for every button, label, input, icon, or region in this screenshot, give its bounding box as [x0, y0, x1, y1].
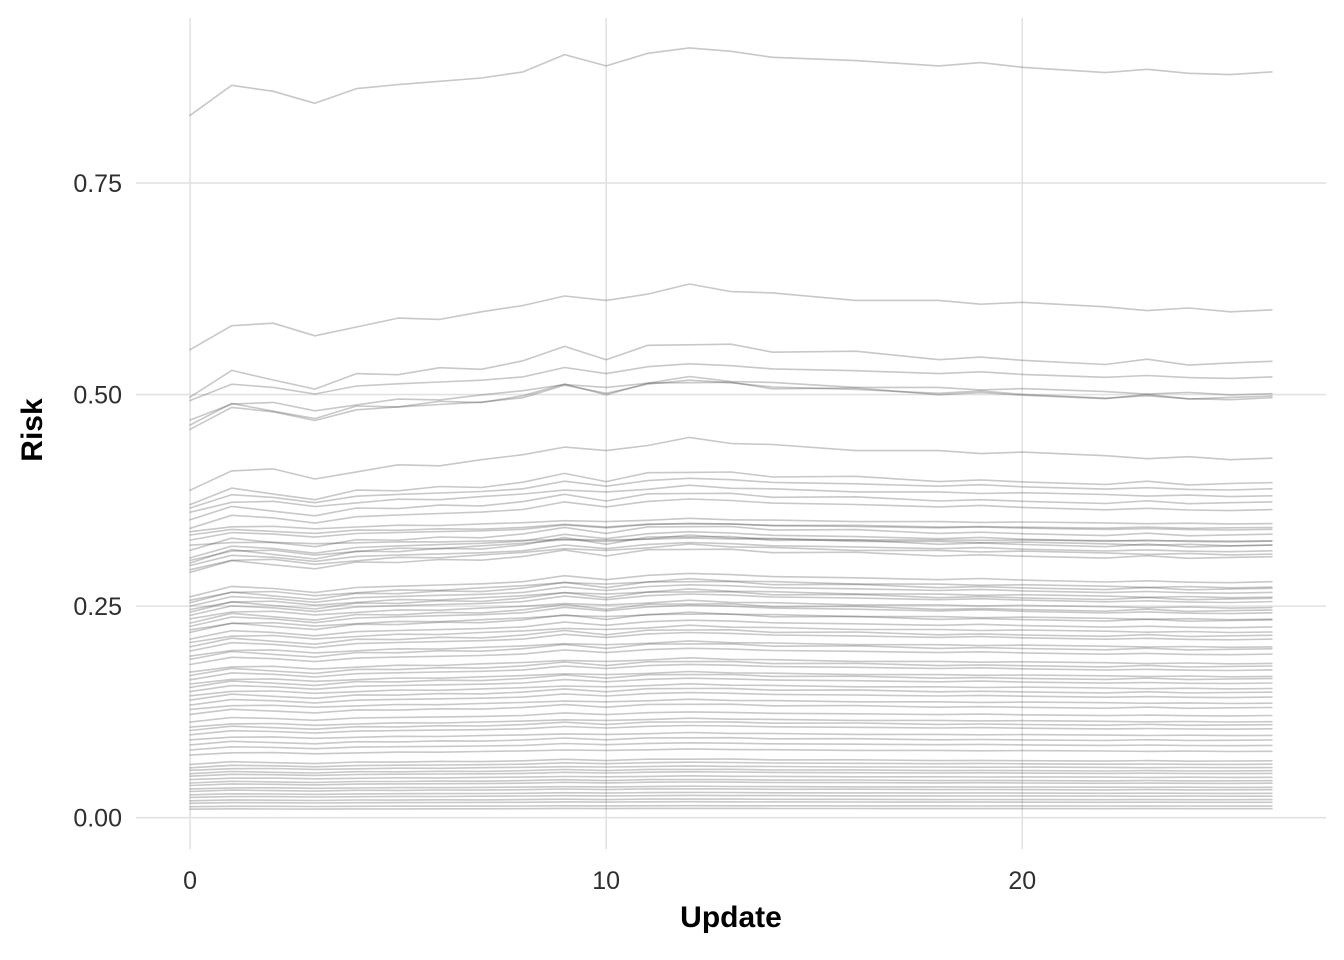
x-tick-label: 0	[183, 867, 197, 895]
risk-trajectory-line	[189, 379, 1273, 431]
y-axis-title: Risk	[16, 398, 49, 462]
x-axis-title: Update	[680, 901, 782, 934]
risk-trajectory-line	[189, 640, 1273, 657]
risk-trajectory-line	[189, 778, 1273, 784]
risk-trajectory-line	[189, 774, 1273, 781]
risk-trajectory-line	[189, 677, 1273, 693]
risk-trajectory-line	[189, 548, 1273, 574]
risk-trajectory-line	[189, 703, 1273, 716]
risk-trajectory-line	[189, 577, 1273, 602]
risk-trajectory-line	[189, 583, 1273, 607]
risk-trajectory-line	[189, 758, 1273, 766]
risk-trajectory-line	[189, 613, 1273, 634]
risk-trajectory-line	[189, 663, 1273, 681]
risk-trajectory-line	[189, 800, 1273, 805]
risk-trajectory-line	[189, 717, 1273, 728]
risk-trajectory-line	[189, 765, 1273, 772]
risk-trajectory-line	[189, 537, 1273, 547]
risk-trajectory-line	[189, 477, 1273, 509]
y-tick-label: 0.50	[73, 382, 122, 410]
risk-trajectory-line	[189, 517, 1273, 533]
risk-trajectory-line	[189, 619, 1273, 640]
risk-trajectory-line	[189, 572, 1273, 598]
risk-trajectory-line	[189, 543, 1273, 571]
risk-trajectory-line	[189, 642, 1273, 661]
risk-trajectory-line	[189, 47, 1273, 117]
risk-trajectory-line	[189, 731, 1273, 741]
risk-trajectory-line	[189, 624, 1273, 644]
risk-trajectory-line	[189, 807, 1273, 811]
risk-trajectory-line	[189, 599, 1273, 620]
risk-trajectory-line	[189, 588, 1273, 611]
risk-trajectory-line	[189, 523, 1273, 536]
risk-trajectory-line	[189, 768, 1273, 775]
risk-trajectory-line	[189, 611, 1273, 631]
risk-trajectory-line	[189, 682, 1273, 697]
risk-trajectory-line	[189, 362, 1273, 402]
risk-trajectory-line	[189, 788, 1273, 793]
risk-trajectory-line	[189, 794, 1273, 799]
y-tick-label: 0.25	[73, 593, 122, 621]
risk-trajectory-line	[189, 530, 1273, 559]
risk-trajectory-line	[189, 381, 1273, 426]
risk-trajectory-line	[189, 283, 1273, 351]
risk-trajectory-line	[189, 656, 1273, 673]
risk-trajectory-line	[189, 628, 1273, 648]
risk-trajectory-line	[189, 492, 1273, 521]
risk-trajectory-line	[189, 343, 1273, 398]
risk-trajectory-line	[189, 741, 1273, 751]
risk-trajectory-line	[189, 660, 1273, 677]
risk-trajectory-line	[189, 580, 1273, 604]
risk-trajectory-line	[189, 698, 1273, 711]
risk-trajectory-line	[189, 791, 1273, 796]
risk-trajectory-line	[189, 781, 1273, 787]
y-tick-label: 0.75	[73, 170, 122, 198]
risk-trajectory-line	[189, 761, 1273, 769]
risk-trajectory-line	[189, 631, 1273, 652]
risk-trajectory-line	[189, 602, 1273, 624]
risk-trajectory-line	[189, 721, 1273, 732]
risk-trajectory-line	[189, 687, 1273, 701]
risk-trajectory-line	[189, 534, 1273, 562]
risk-trajectory-line	[189, 541, 1273, 567]
risk-trajectory-line	[189, 471, 1273, 506]
risk-trajectory-line	[189, 590, 1273, 613]
risk-trajectory-line	[189, 604, 1273, 628]
x-tick-label: 20	[1008, 867, 1036, 895]
risk-trajectory-line	[189, 647, 1273, 666]
risk-trajectory-line	[189, 736, 1273, 746]
risk-trajectory-line	[189, 724, 1273, 736]
risk-trajectory-line	[189, 804, 1273, 808]
risk-trajectory-line	[189, 375, 1273, 421]
y-tick-label: 0.00	[73, 805, 122, 833]
risk-trajectory-line	[189, 436, 1273, 492]
x-tick-label: 10	[592, 867, 620, 895]
risk-trajectory-line	[189, 670, 1273, 685]
risk-trajectory-line	[189, 798, 1273, 802]
risk-trajectory-line	[189, 535, 1273, 564]
risk-trajectory-line	[189, 484, 1273, 514]
risk-trajectory-line	[189, 525, 1273, 552]
risk-trajectory-line	[189, 711, 1273, 723]
risk-trajectory-line	[189, 748, 1273, 756]
risk-trajectory-line	[189, 522, 1273, 541]
risk-trajectory-line	[189, 785, 1273, 790]
risk-trajectory-line	[189, 691, 1273, 706]
risk-trajectory-line	[189, 770, 1273, 778]
risk-trajectory-line	[189, 593, 1273, 617]
risk-trajectory-line	[189, 498, 1273, 530]
risk-trajectory-line	[189, 673, 1273, 689]
